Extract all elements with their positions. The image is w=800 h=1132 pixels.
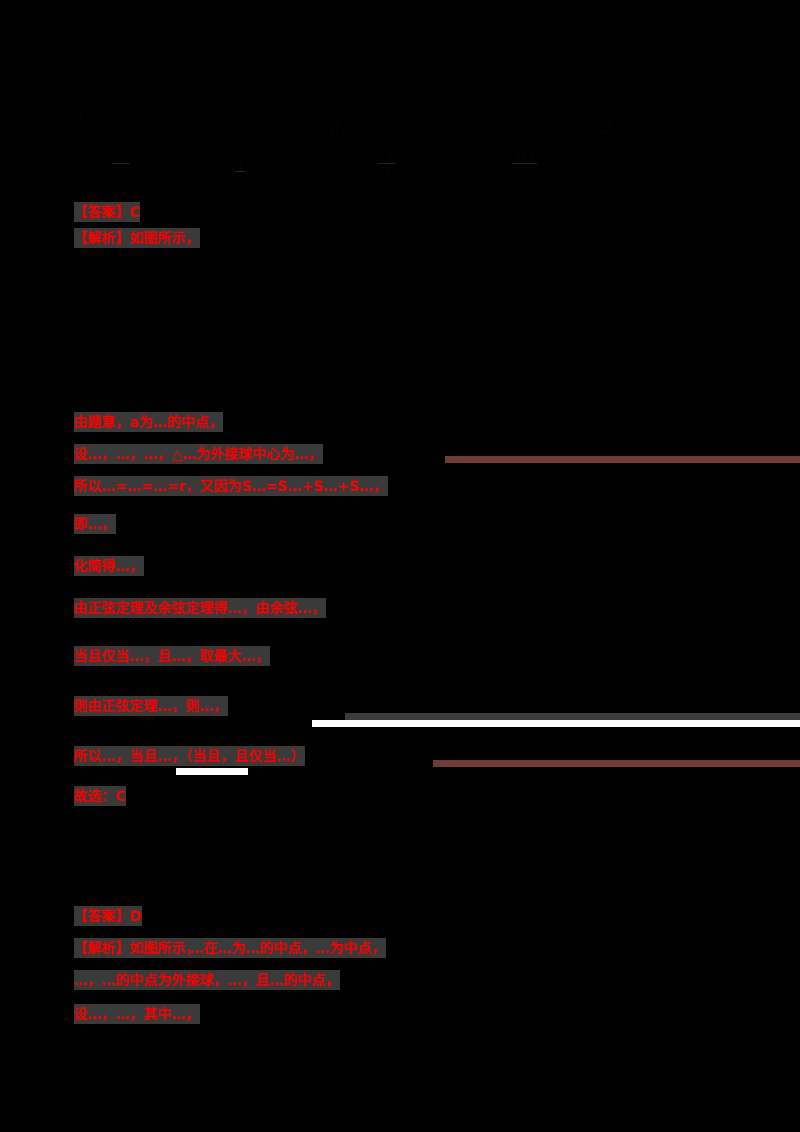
solution-line-6: 由正弦定理及余弦定理得…，由余弦…， [74,598,326,618]
solution-line-3: 所以…=…=…=r，又因为S…=S…+S…+S…， [74,476,388,496]
divider-bar [445,456,800,463]
option-d-value: 2√2 3 [512,150,538,177]
solution-line-1: 由题意，a为…的中点， [74,412,224,432]
option-c-label: C． [460,122,483,137]
q2-line-2: …，…的中点为外接球，…，且…的中点， [74,970,340,990]
option-line-1: A． [74,104,96,123]
option-a-label: A． [74,108,97,123]
q2-line-1: …在…为…的中点，…为中点， [190,938,386,958]
option-b-label: B． [330,122,353,137]
analysis-label: 【解析】如图所示， [74,228,200,248]
solution-line-4: 即…， [74,514,116,534]
divider-bar [345,713,800,720]
divider-bar [176,768,248,775]
answer-label-2: 【答案】D [74,906,142,926]
solution-line-8: 则由正弦定理…，则…， [74,696,228,716]
solution-line-5: 化简得…， [74,556,144,576]
solution-line-7: 当且仅当…，且…，取最大…， [74,646,270,666]
analysis-label-2: 【解析】如图所示， [74,938,200,958]
divider-bar [312,720,800,727]
option-d-label: D． [600,122,624,137]
solution-conclusion: 故选：C [74,786,127,806]
answer-label: 【答案】C [74,202,141,222]
solution-line-9: 所以…，当且…，（当且，且仅当…） [74,746,305,766]
solution-line-2: 设…，…，…，△…为外接球中心为…， [74,444,323,464]
option-c-value: √2 3 [378,150,397,177]
option-a-value: √3 3 [112,150,131,177]
q2-line-3: 设…，…，其中…， [74,1004,200,1024]
divider-bar [433,760,800,767]
